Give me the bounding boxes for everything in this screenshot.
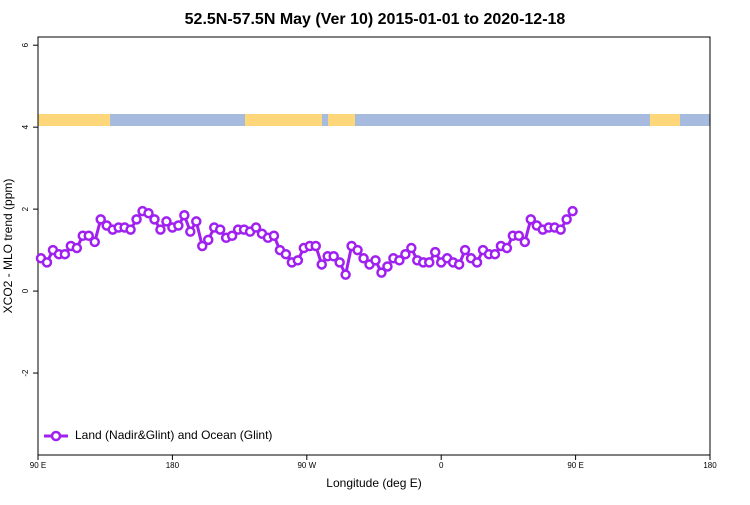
point — [191, 216, 202, 227]
point — [268, 230, 280, 242]
point — [382, 261, 393, 272]
plot-frame — [37, 36, 711, 456]
x-tick-label: 180 — [703, 461, 717, 470]
point — [376, 267, 387, 278]
x-tick-label: 90 E — [30, 461, 46, 470]
point — [179, 210, 190, 221]
point — [489, 248, 501, 260]
point — [316, 259, 327, 270]
point — [83, 230, 95, 242]
point — [424, 257, 435, 268]
point — [394, 255, 405, 266]
point — [334, 257, 345, 268]
point — [459, 244, 471, 256]
point — [429, 246, 441, 258]
point — [71, 242, 83, 254]
point — [555, 224, 566, 235]
surface-band — [38, 114, 710, 126]
legend-marker — [50, 430, 62, 442]
point — [59, 248, 71, 260]
point — [352, 244, 363, 256]
point — [280, 248, 292, 260]
point — [173, 220, 184, 231]
point — [125, 224, 136, 235]
point — [41, 257, 53, 268]
point — [131, 214, 142, 225]
chart-title: 52.5N-57.5N May (Ver 10) 2015-01-01 to 2… — [185, 11, 566, 28]
point — [214, 224, 226, 235]
y-axis-label: XCO2 - MLO trend (ppm) — [1, 179, 15, 314]
point — [340, 269, 351, 280]
point — [149, 214, 160, 225]
point — [453, 259, 465, 270]
y-tick-label: -2 — [21, 369, 30, 377]
point — [161, 216, 172, 227]
point — [89, 236, 100, 248]
point — [202, 234, 214, 246]
point — [310, 240, 322, 252]
legend-label: Land (Nadir&Glint) and Ocean (Glint) — [75, 428, 272, 442]
y-tick-label: 6 — [21, 42, 30, 47]
point — [95, 214, 106, 225]
point — [501, 242, 513, 254]
point — [328, 250, 339, 262]
x-axis-label: Longitude (deg E) — [326, 476, 421, 490]
point — [471, 257, 483, 268]
y-tick-label: 4 — [21, 124, 30, 129]
point — [406, 242, 417, 254]
point — [143, 207, 154, 219]
x-tick-label: 180 — [166, 461, 180, 470]
x-tick-label: 90 E — [567, 461, 583, 470]
x-tick-label: 90 W — [297, 461, 316, 470]
point — [358, 253, 369, 264]
point — [561, 214, 572, 225]
point — [567, 205, 578, 217]
point — [197, 240, 208, 252]
y-tick-label: 2 — [21, 206, 30, 211]
point — [250, 222, 262, 233]
point — [525, 214, 537, 225]
point — [185, 226, 196, 237]
point — [400, 248, 411, 260]
x-tick-label: 0 — [439, 461, 444, 470]
point — [226, 230, 238, 242]
point — [519, 236, 531, 248]
point — [513, 230, 525, 242]
y-tick-label: 0 — [21, 288, 30, 293]
point — [155, 224, 166, 235]
point — [370, 255, 381, 266]
point — [292, 255, 304, 266]
